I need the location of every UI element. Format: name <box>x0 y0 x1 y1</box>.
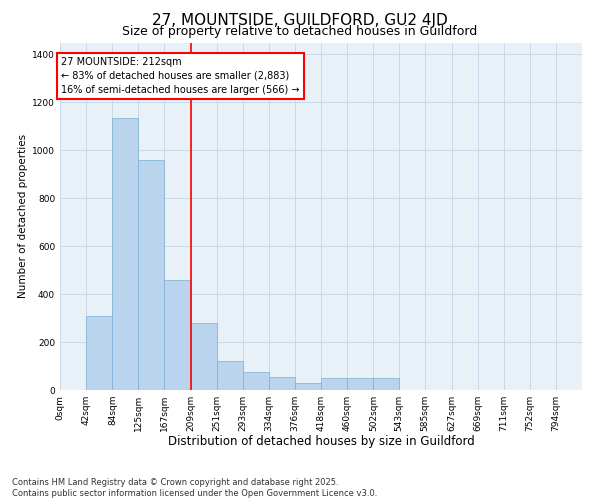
Bar <box>217 361 243 390</box>
Bar <box>86 316 112 390</box>
Bar <box>321 378 347 390</box>
X-axis label: Distribution of detached houses by size in Guildford: Distribution of detached houses by size … <box>167 436 475 448</box>
Text: Contains HM Land Registry data © Crown copyright and database right 2025.
Contai: Contains HM Land Registry data © Crown c… <box>12 478 377 498</box>
Bar <box>269 377 295 390</box>
Bar <box>295 383 321 390</box>
Bar <box>243 372 269 390</box>
Bar <box>191 323 217 390</box>
Text: 27, MOUNTSIDE, GUILDFORD, GU2 4JD: 27, MOUNTSIDE, GUILDFORD, GU2 4JD <box>152 12 448 28</box>
Text: Size of property relative to detached houses in Guildford: Size of property relative to detached ho… <box>122 25 478 38</box>
Bar <box>164 280 191 390</box>
Bar <box>138 160 164 390</box>
Bar <box>112 118 138 390</box>
Bar <box>347 378 373 390</box>
Bar <box>373 378 399 390</box>
Text: 27 MOUNTSIDE: 212sqm
← 83% of detached houses are smaller (2,883)
16% of semi-de: 27 MOUNTSIDE: 212sqm ← 83% of detached h… <box>61 57 300 95</box>
Y-axis label: Number of detached properties: Number of detached properties <box>18 134 28 298</box>
